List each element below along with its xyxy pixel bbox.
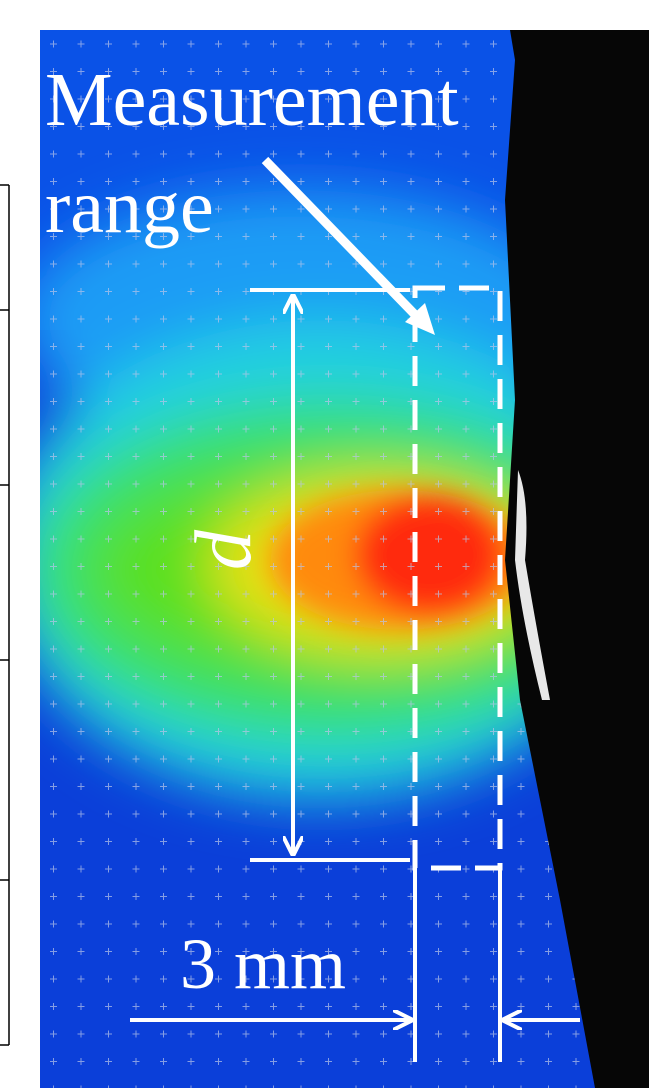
pointer-arrow [261,156,429,329]
strain-field [40,30,649,1088]
width-label: 3 mm [180,924,346,1004]
dimension-label: d [180,529,268,570]
table-fragment [0,184,10,1046]
pointer-arrow-head [405,303,435,335]
dimension-d [250,288,410,862]
dimension-width [130,870,580,1062]
annotation-line2: range [45,165,214,249]
annotation-line1: Measurement [45,58,459,142]
measurement-range [412,285,503,871]
